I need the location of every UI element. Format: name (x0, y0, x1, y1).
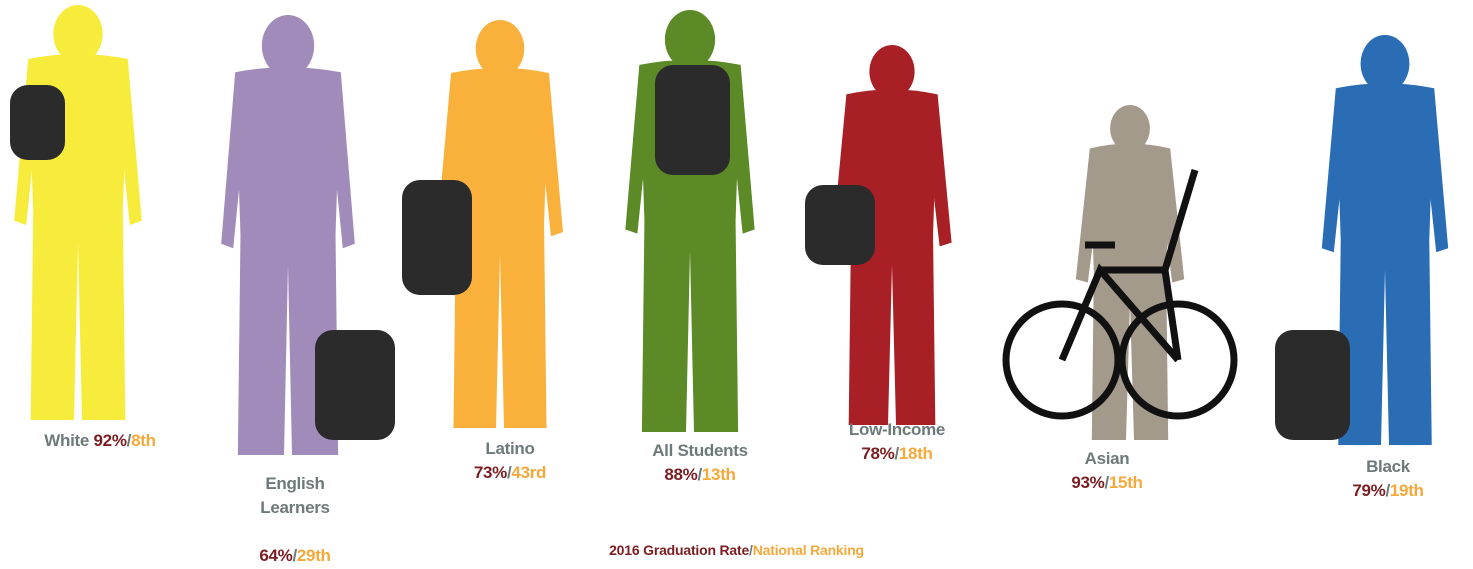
legs (237, 235, 339, 455)
head (869, 45, 915, 99)
arm (1162, 148, 1185, 283)
national-ranking: 29th (296, 546, 331, 565)
head (1360, 35, 1410, 93)
head (664, 10, 716, 70)
arm (929, 94, 952, 247)
legs (30, 212, 126, 420)
national-ranking: 43rd (511, 463, 547, 482)
backpack (10, 85, 65, 160)
graduation-rate: 79% (1352, 481, 1386, 500)
national-ranking: 8th (131, 431, 156, 450)
group-label: White 92%/8th (0, 429, 200, 453)
national-ranking: 19th (1389, 481, 1424, 500)
separator: / (1385, 481, 1390, 500)
national-ranking: 15th (1108, 473, 1143, 492)
head (261, 15, 315, 77)
arm (732, 64, 755, 234)
head (1110, 105, 1150, 152)
separator: / (506, 463, 512, 482)
backpack (805, 185, 875, 265)
group-label: Black 79%/19th (1288, 455, 1473, 503)
legend-rate: 2016 Graduation Rate (609, 542, 750, 558)
group-label: English Learners 64%/29th (195, 472, 395, 568)
body (451, 68, 549, 224)
separator: / (894, 444, 899, 463)
graduation-rate: 64% (259, 546, 293, 565)
group-name: Latino (485, 439, 535, 458)
graduation-rate: 78% (861, 444, 895, 463)
legs (1338, 240, 1432, 445)
group-label: Asian 93%/15th (1007, 447, 1207, 495)
body (235, 67, 341, 235)
body (1089, 143, 1171, 273)
group-label: Low-Income 78%/18th (797, 418, 997, 466)
legend-rank: National Ranking (752, 542, 864, 558)
arm (332, 72, 355, 249)
separator: / (1104, 473, 1109, 492)
group-name: English Learners (260, 474, 330, 517)
separator: / (126, 431, 132, 450)
bike-wheel (1002, 300, 1122, 420)
arm (119, 58, 142, 225)
national-ranking: 18th (898, 444, 933, 463)
arm (1075, 148, 1098, 283)
arm (221, 72, 244, 249)
arm (625, 64, 648, 234)
arm (1426, 88, 1449, 253)
graduation-rate: 92% (93, 431, 127, 450)
separator: / (697, 465, 702, 484)
backpack (402, 180, 472, 295)
group-label: All Students 88%/13th (600, 439, 800, 487)
backpack (1275, 330, 1350, 440)
group-label: Latino 73%/43rd (410, 437, 610, 485)
arm (1321, 88, 1344, 253)
group-name: Low-Income (848, 420, 946, 439)
legend-separator: / (749, 542, 753, 558)
graduation-rate: 88% (664, 465, 698, 484)
head (475, 20, 525, 78)
legend: 2016 Graduation Rate/National Ranking (0, 542, 1473, 558)
group-name: All Students (652, 441, 748, 460)
national-ranking: 13th (701, 465, 736, 484)
graduation-rate: 93% (1071, 473, 1105, 492)
legs (453, 224, 547, 428)
separator: / (292, 546, 297, 565)
group-name: Black (1366, 457, 1410, 476)
bike-wheel (1118, 300, 1238, 420)
group-name: White (44, 431, 90, 450)
body (1335, 83, 1435, 240)
backpack (655, 65, 730, 175)
legs (641, 221, 739, 432)
arm (540, 73, 563, 237)
graduation-rate: 73% (473, 463, 507, 482)
legs (848, 235, 936, 425)
bike-frame (1058, 168, 1199, 363)
head (53, 5, 103, 64)
backpack (315, 330, 395, 440)
group-name: Asian (1084, 449, 1130, 468)
